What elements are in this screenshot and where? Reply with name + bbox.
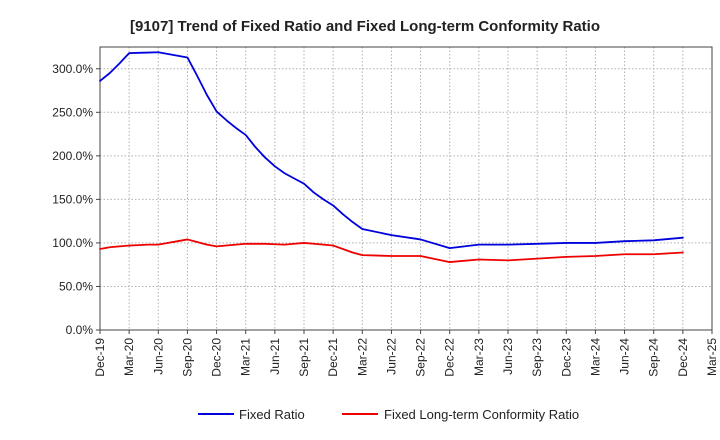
legend-label: Fixed Ratio — [239, 407, 305, 422]
y-tick-label: 250.0% — [52, 105, 93, 119]
x-tick-label: Dec-20 — [210, 338, 224, 377]
y-tick-label: 0.0% — [66, 323, 94, 337]
x-tick-label: Mar-20 — [122, 338, 136, 376]
x-tick-label: Dec-21 — [326, 338, 340, 377]
x-tick-label: Dec-22 — [443, 338, 457, 377]
legend: Fixed Ratio Fixed Long-term Conformity Ra… — [198, 407, 579, 422]
chart-title: [9107] Trend of Fixed Ratio and Fixed Lo… — [130, 18, 600, 35]
x-tick-label: Sep-24 — [647, 338, 661, 377]
series-lines — [99, 51, 684, 263]
y-tick-label: 200.0% — [52, 149, 93, 163]
legend-label: Fixed Long-term Conformity Ratio — [384, 407, 579, 422]
x-tick-label: Mar-24 — [588, 338, 602, 376]
x-tick-label: Mar-22 — [355, 338, 369, 376]
series-line-fixed-ratio — [99, 51, 684, 250]
x-tick-label: Jun-21 — [268, 338, 282, 375]
x-tick-label: Sep-21 — [297, 338, 311, 377]
x-tick-label: Sep-20 — [180, 338, 194, 377]
y-tick-label: 50.0% — [59, 279, 93, 293]
x-tick-label: Jun-22 — [384, 338, 398, 375]
x-axis: Dec-19 Mar-20 Jun-20 Sep-20 Dec-20 Mar-21 Jun-… — [93, 330, 719, 377]
x-tick-label: Dec-23 — [559, 338, 573, 377]
x-tick-label: Jun-24 — [618, 338, 632, 375]
y-axis: 0.0% 50.0% 100.0% 150.0% 200.0% 250.0% 300.0% — [52, 62, 100, 337]
series-line-fixed-long-term-conformity-ratio — [99, 238, 684, 263]
x-tick-label: Jun-20 — [151, 338, 165, 375]
x-tick-label: Sep-23 — [530, 338, 544, 377]
x-tick-label: Mar-23 — [472, 338, 486, 376]
y-tick-label: 100.0% — [52, 236, 93, 250]
x-tick-label: Dec-24 — [676, 338, 690, 377]
y-tick-label: 150.0% — [52, 192, 93, 206]
x-tick-label: Mar-21 — [239, 338, 253, 376]
grid-lines — [99, 47, 713, 331]
x-tick-label: Jun-23 — [501, 338, 515, 375]
x-tick-label: Sep-22 — [414, 338, 428, 377]
plot-frame — [99, 46, 713, 331]
y-tick-label: 300.0% — [52, 62, 93, 76]
x-tick-label: Dec-19 — [93, 338, 107, 377]
x-tick-label: Mar-25 — [705, 338, 719, 376]
